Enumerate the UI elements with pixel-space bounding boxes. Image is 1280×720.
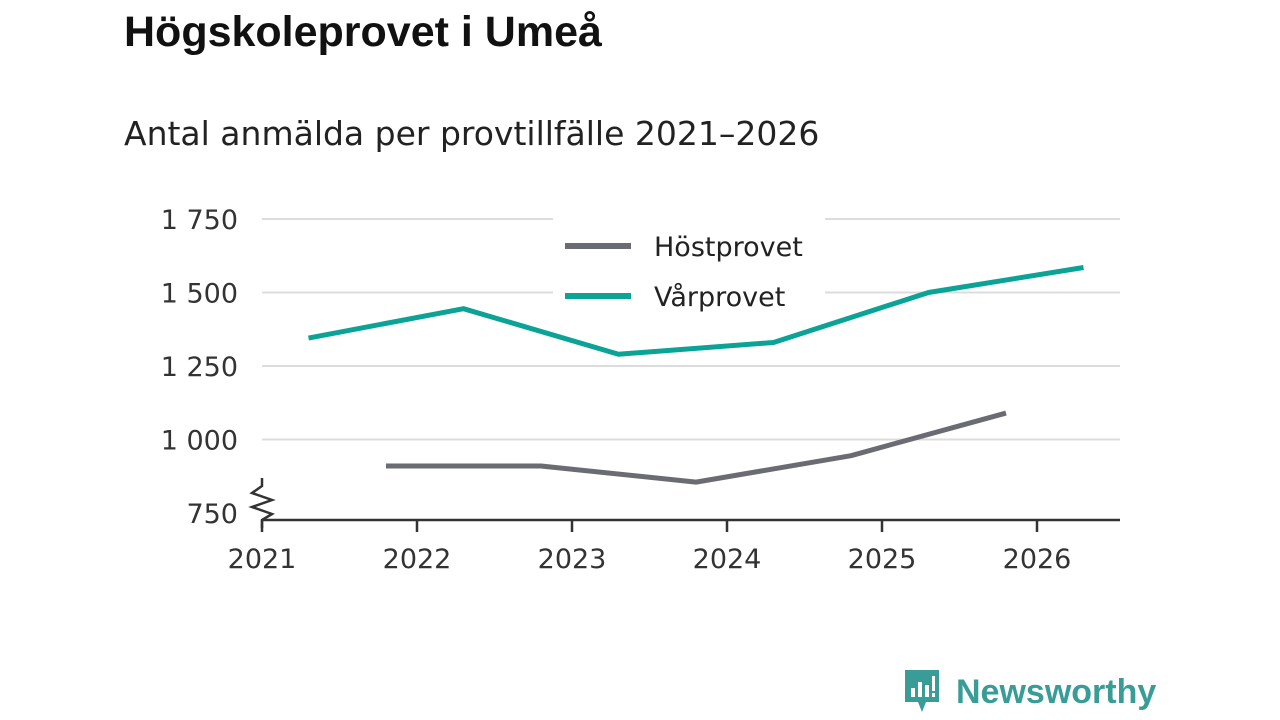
series-lines xyxy=(308,265,1084,485)
x-tick-label: 2023 xyxy=(538,544,607,575)
x-axis: 2021 2022 2023 2024 2025 2026 xyxy=(228,478,1120,575)
y-tick-label: 1 000 xyxy=(161,426,238,457)
y-tick-label: 750 xyxy=(186,499,238,530)
series-line-vårprovet xyxy=(308,265,1084,357)
x-tick-label: 2022 xyxy=(383,544,452,575)
x-tick-label: 2026 xyxy=(1003,544,1072,575)
axis-break-icon xyxy=(248,478,276,528)
x-tick-label: 2025 xyxy=(848,544,917,575)
y-tick-label: 1 500 xyxy=(161,279,238,310)
newsworthy-logo: Newsworthy xyxy=(902,668,1156,716)
chart-subtitle: Antal anmälda per provtillfälle 2021–202… xyxy=(124,114,820,153)
legend: Höstprovet Vårprovet xyxy=(553,217,825,317)
legend-label: Vårprovet xyxy=(654,282,785,313)
y-tick-label: 1 250 xyxy=(161,352,238,383)
x-tick-label: 2021 xyxy=(228,544,297,575)
y-tick-label: 1 750 xyxy=(161,205,238,236)
legend-background xyxy=(553,217,825,317)
legend-label: Höstprovet xyxy=(654,232,803,263)
x-tick-label: 2024 xyxy=(693,544,762,575)
series-line-höstprovet xyxy=(386,410,1007,485)
chart-title: Högskoleprovet i Umeå xyxy=(124,8,602,56)
newsworthy-logo-icon xyxy=(905,670,939,712)
brand-name: Newsworthy xyxy=(956,672,1157,711)
y-axis-ticks: 750 1 000 1 250 1 500 1 750 xyxy=(161,205,238,530)
